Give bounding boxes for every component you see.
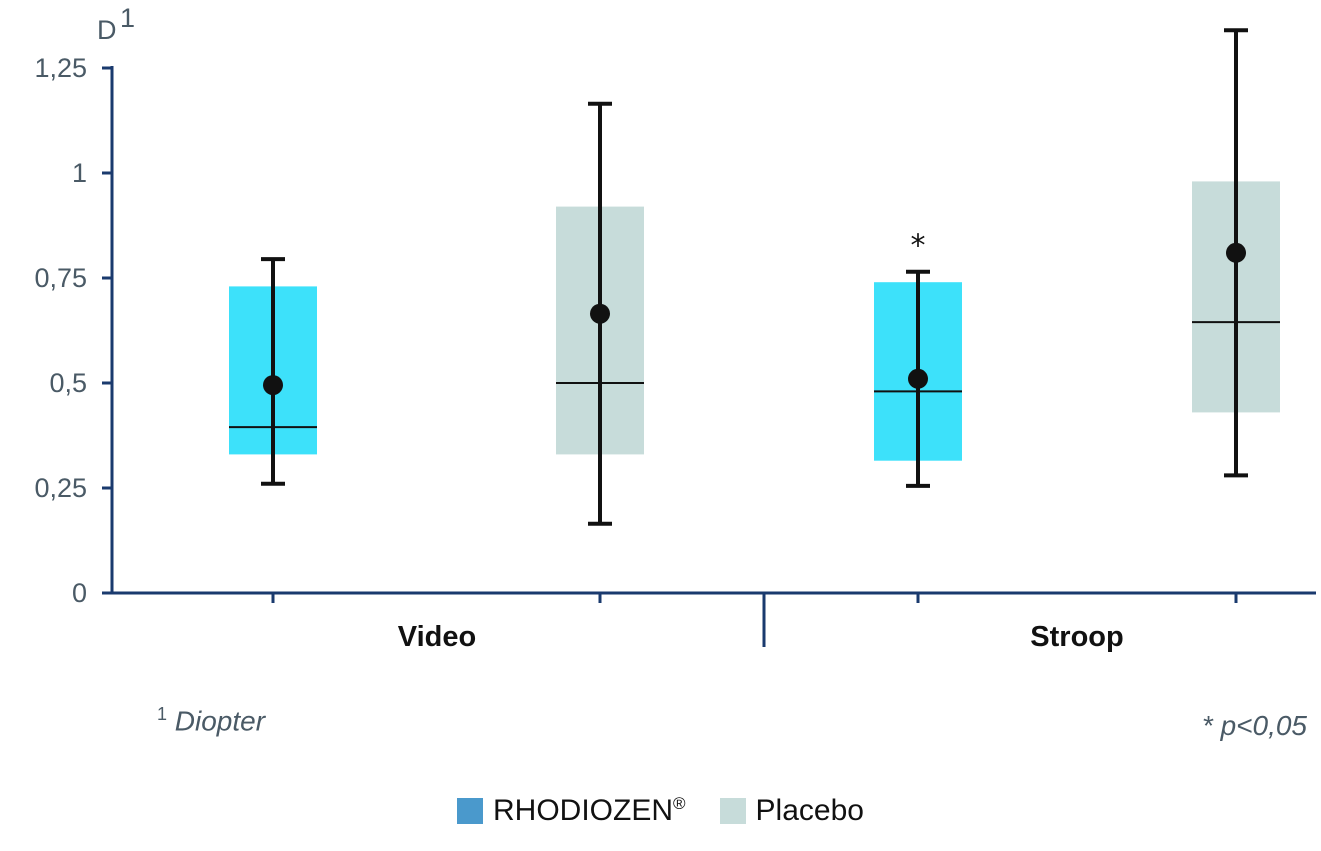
x-category-label: Stroop [1030, 621, 1123, 653]
mean-point [1226, 242, 1246, 263]
y-tick-label: 0 [72, 578, 87, 608]
legend-item-rhodiozen: RHODIOZEN® [457, 794, 686, 828]
y-tick-label: 1 [72, 158, 87, 188]
legend-swatch-placebo [719, 798, 746, 824]
box-plot-series: * [229, 28, 1280, 526]
diopter-footnote: 1 Diopter [157, 704, 266, 737]
y-tick-label: 0,25 [34, 473, 87, 503]
x-category-label: Video [398, 621, 476, 653]
box-placebo-video [556, 101, 644, 526]
y-unit-footnote-mark: 1 [120, 3, 135, 33]
box-rhodiozen-video [229, 257, 317, 486]
mean-point [263, 375, 283, 396]
y-tick-label: 1,25 [34, 53, 87, 83]
legend-swatch-rhodiozen [457, 798, 484, 824]
mean-point [590, 303, 610, 324]
x-axis: Video Stroop [112, 591, 1316, 653]
legend: RHODIOZEN® Placebo [0, 794, 1321, 828]
box-placebo-stroop [1192, 28, 1280, 478]
legend-label-placebo: Placebo [755, 794, 864, 827]
significance-marker: * [911, 229, 926, 264]
legend-label-rhodiozen: RHODIOZEN® [493, 794, 686, 827]
legend-item-placebo: Placebo [719, 794, 864, 828]
significance-footnote: * p<0,05 [1201, 710, 1307, 741]
mean-point [908, 368, 928, 389]
y-unit-label: D [97, 15, 117, 45]
y-tick-label: 0,5 [49, 368, 87, 398]
box-rhodiozen-stroop: * [874, 229, 962, 488]
y-tick-label: 0,75 [34, 263, 87, 293]
